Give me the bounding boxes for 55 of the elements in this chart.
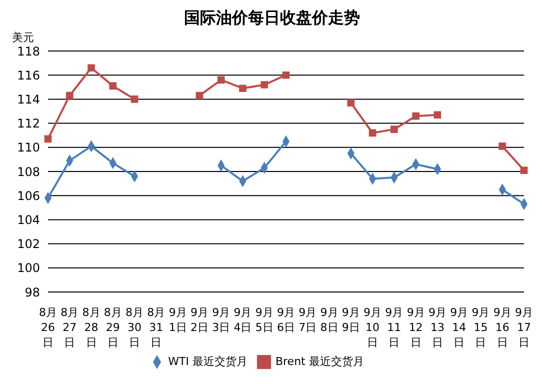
x-tick-label: 9月9日	[342, 306, 360, 334]
x-tick-label: 9月16日	[493, 306, 512, 349]
point	[196, 92, 204, 100]
y-tick-label: 104	[17, 212, 40, 227]
x-tick-label: 9月4日	[234, 306, 252, 334]
y-axis-title: 美元	[12, 30, 34, 45]
x-tick-label: 8月27日	[60, 306, 79, 349]
x-tick-label: 9月13日	[428, 306, 446, 349]
x-tick-label: 9月12日	[406, 306, 425, 349]
y-tick-label: 100	[17, 261, 40, 276]
point	[217, 76, 225, 84]
x-tick-label: 9月3日	[212, 306, 230, 334]
point	[109, 82, 117, 90]
point	[434, 111, 442, 119]
y-tick-label: 118	[17, 44, 40, 58]
point	[66, 92, 74, 100]
point	[282, 71, 290, 79]
x-tick-label: 8月30日	[126, 306, 144, 349]
x-tick-label: 9月14日	[450, 306, 468, 349]
x-tick-label: 9月1日	[168, 306, 187, 334]
x-tick-label: 9月7日	[298, 306, 317, 334]
x-tick-label: 8月26日	[39, 306, 57, 349]
y-tick-label: 108	[17, 164, 40, 179]
x-tick-label: 9月2日	[190, 306, 208, 334]
x-tick-label: 8月31日	[147, 306, 166, 349]
point	[347, 99, 355, 106]
chart-title: 国际油价每日收盘价走势	[183, 8, 361, 29]
y-tick-label: 98	[24, 285, 40, 300]
legend-label: WTI 最近交货月	[168, 355, 248, 368]
y-tick-label: 116	[17, 68, 40, 82]
x-tick-label: 9月10日	[364, 306, 382, 349]
x-tick-label: 9月17日	[515, 306, 533, 349]
point	[368, 129, 376, 137]
x-tick-label: 9月15日	[472, 306, 490, 349]
point	[130, 96, 138, 103]
point	[44, 135, 52, 143]
y-tick-label: 106	[17, 188, 40, 203]
x-tick-label: 9月6日	[277, 306, 295, 334]
point	[520, 166, 528, 174]
point	[412, 112, 420, 120]
point	[239, 84, 246, 92]
x-tick-label: 9月8日	[320, 306, 338, 334]
legend-label: Brent 最近交货月	[275, 355, 364, 368]
x-tick-label: 8月28日	[82, 306, 100, 349]
y-tick-label: 102	[17, 237, 40, 252]
point	[260, 81, 268, 88]
point	[390, 126, 398, 133]
x-tick-label: 9月11日	[385, 306, 404, 349]
point	[498, 142, 506, 150]
y-tick-label: 110	[17, 140, 40, 155]
y-tick-label: 112	[17, 116, 40, 131]
x-tick-label: 8月29日	[104, 306, 122, 349]
point	[88, 64, 95, 72]
y-tick-label: 114	[17, 92, 40, 106]
x-tick-label: 9月5日	[255, 306, 274, 334]
